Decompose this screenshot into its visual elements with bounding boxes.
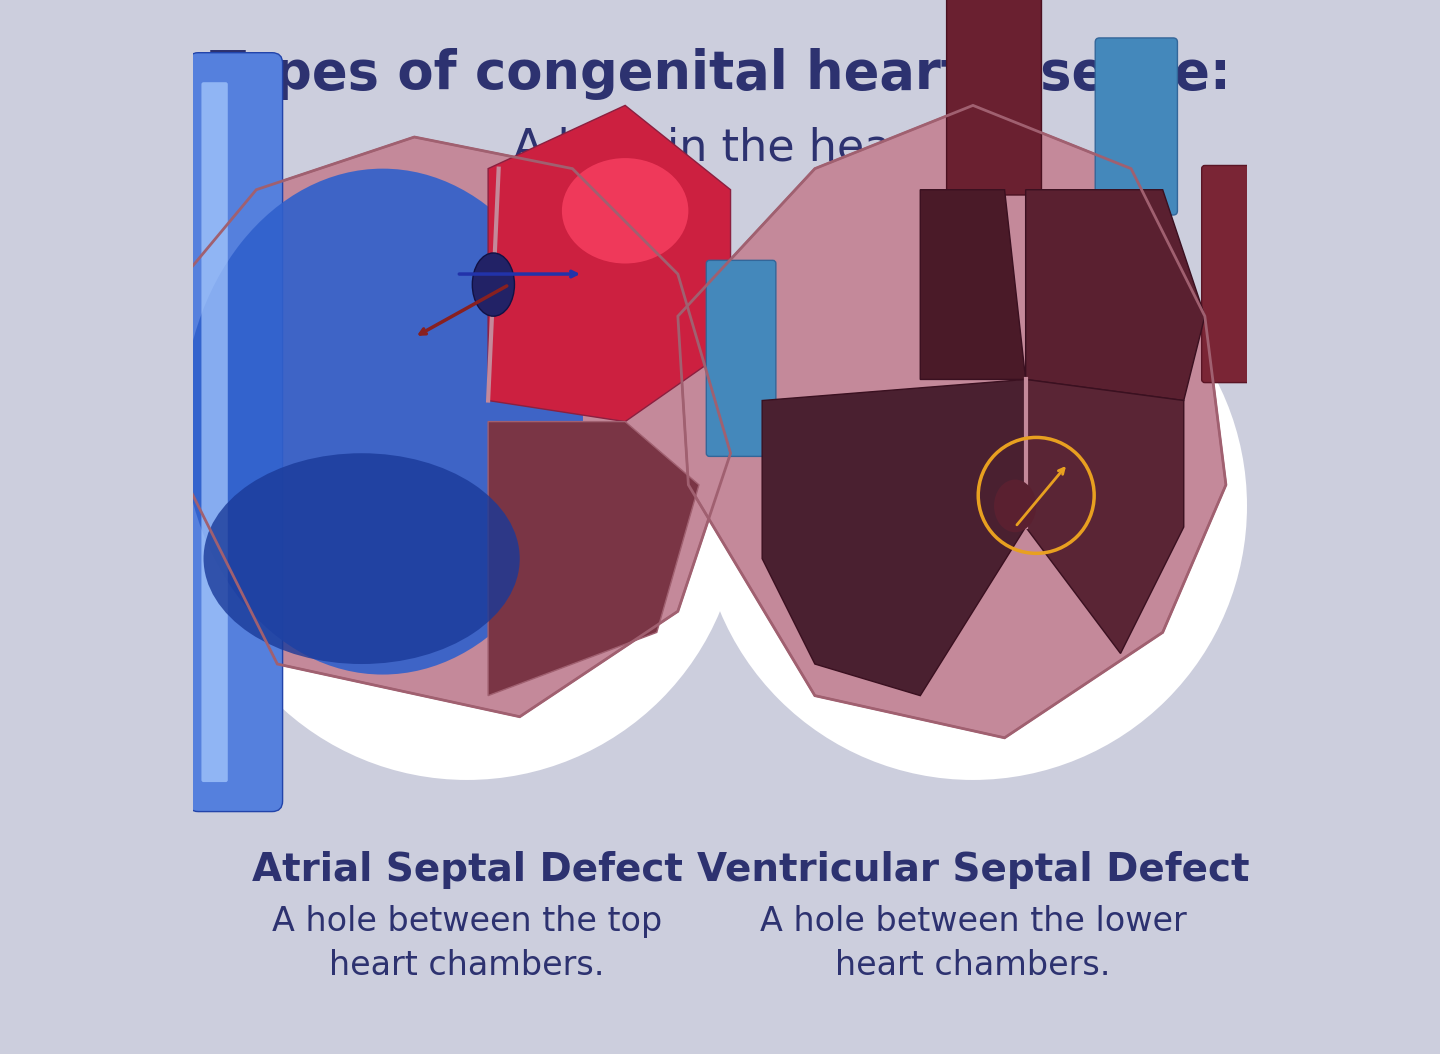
Text: Ventricular Septal Defect: Ventricular Septal Defect xyxy=(697,851,1250,889)
Text: A hole in the heart: A hole in the heart xyxy=(513,126,927,169)
Ellipse shape xyxy=(472,253,514,316)
Circle shape xyxy=(698,232,1247,780)
Ellipse shape xyxy=(994,480,1037,532)
Circle shape xyxy=(193,232,742,780)
Text: Atrial Septal Defect: Atrial Septal Defect xyxy=(252,851,683,889)
Ellipse shape xyxy=(183,169,583,675)
PathPatch shape xyxy=(488,422,698,696)
PathPatch shape xyxy=(678,105,1225,738)
Ellipse shape xyxy=(203,453,520,664)
FancyBboxPatch shape xyxy=(202,82,228,782)
Ellipse shape xyxy=(562,158,688,264)
PathPatch shape xyxy=(151,137,730,717)
FancyBboxPatch shape xyxy=(187,53,282,812)
FancyBboxPatch shape xyxy=(1201,165,1272,383)
Text: A hole between the lower
heart chambers.: A hole between the lower heart chambers. xyxy=(759,905,1187,981)
Text: Types of congenital heart disease:: Types of congenital heart disease: xyxy=(210,47,1230,100)
PathPatch shape xyxy=(1025,379,1184,653)
FancyBboxPatch shape xyxy=(946,0,1041,195)
PathPatch shape xyxy=(488,105,730,422)
FancyBboxPatch shape xyxy=(706,260,776,456)
PathPatch shape xyxy=(1025,190,1205,401)
PathPatch shape xyxy=(762,379,1025,696)
FancyBboxPatch shape xyxy=(1096,38,1178,215)
Text: A hole between the top
heart chambers.: A hole between the top heart chambers. xyxy=(272,905,662,981)
PathPatch shape xyxy=(920,190,1025,379)
